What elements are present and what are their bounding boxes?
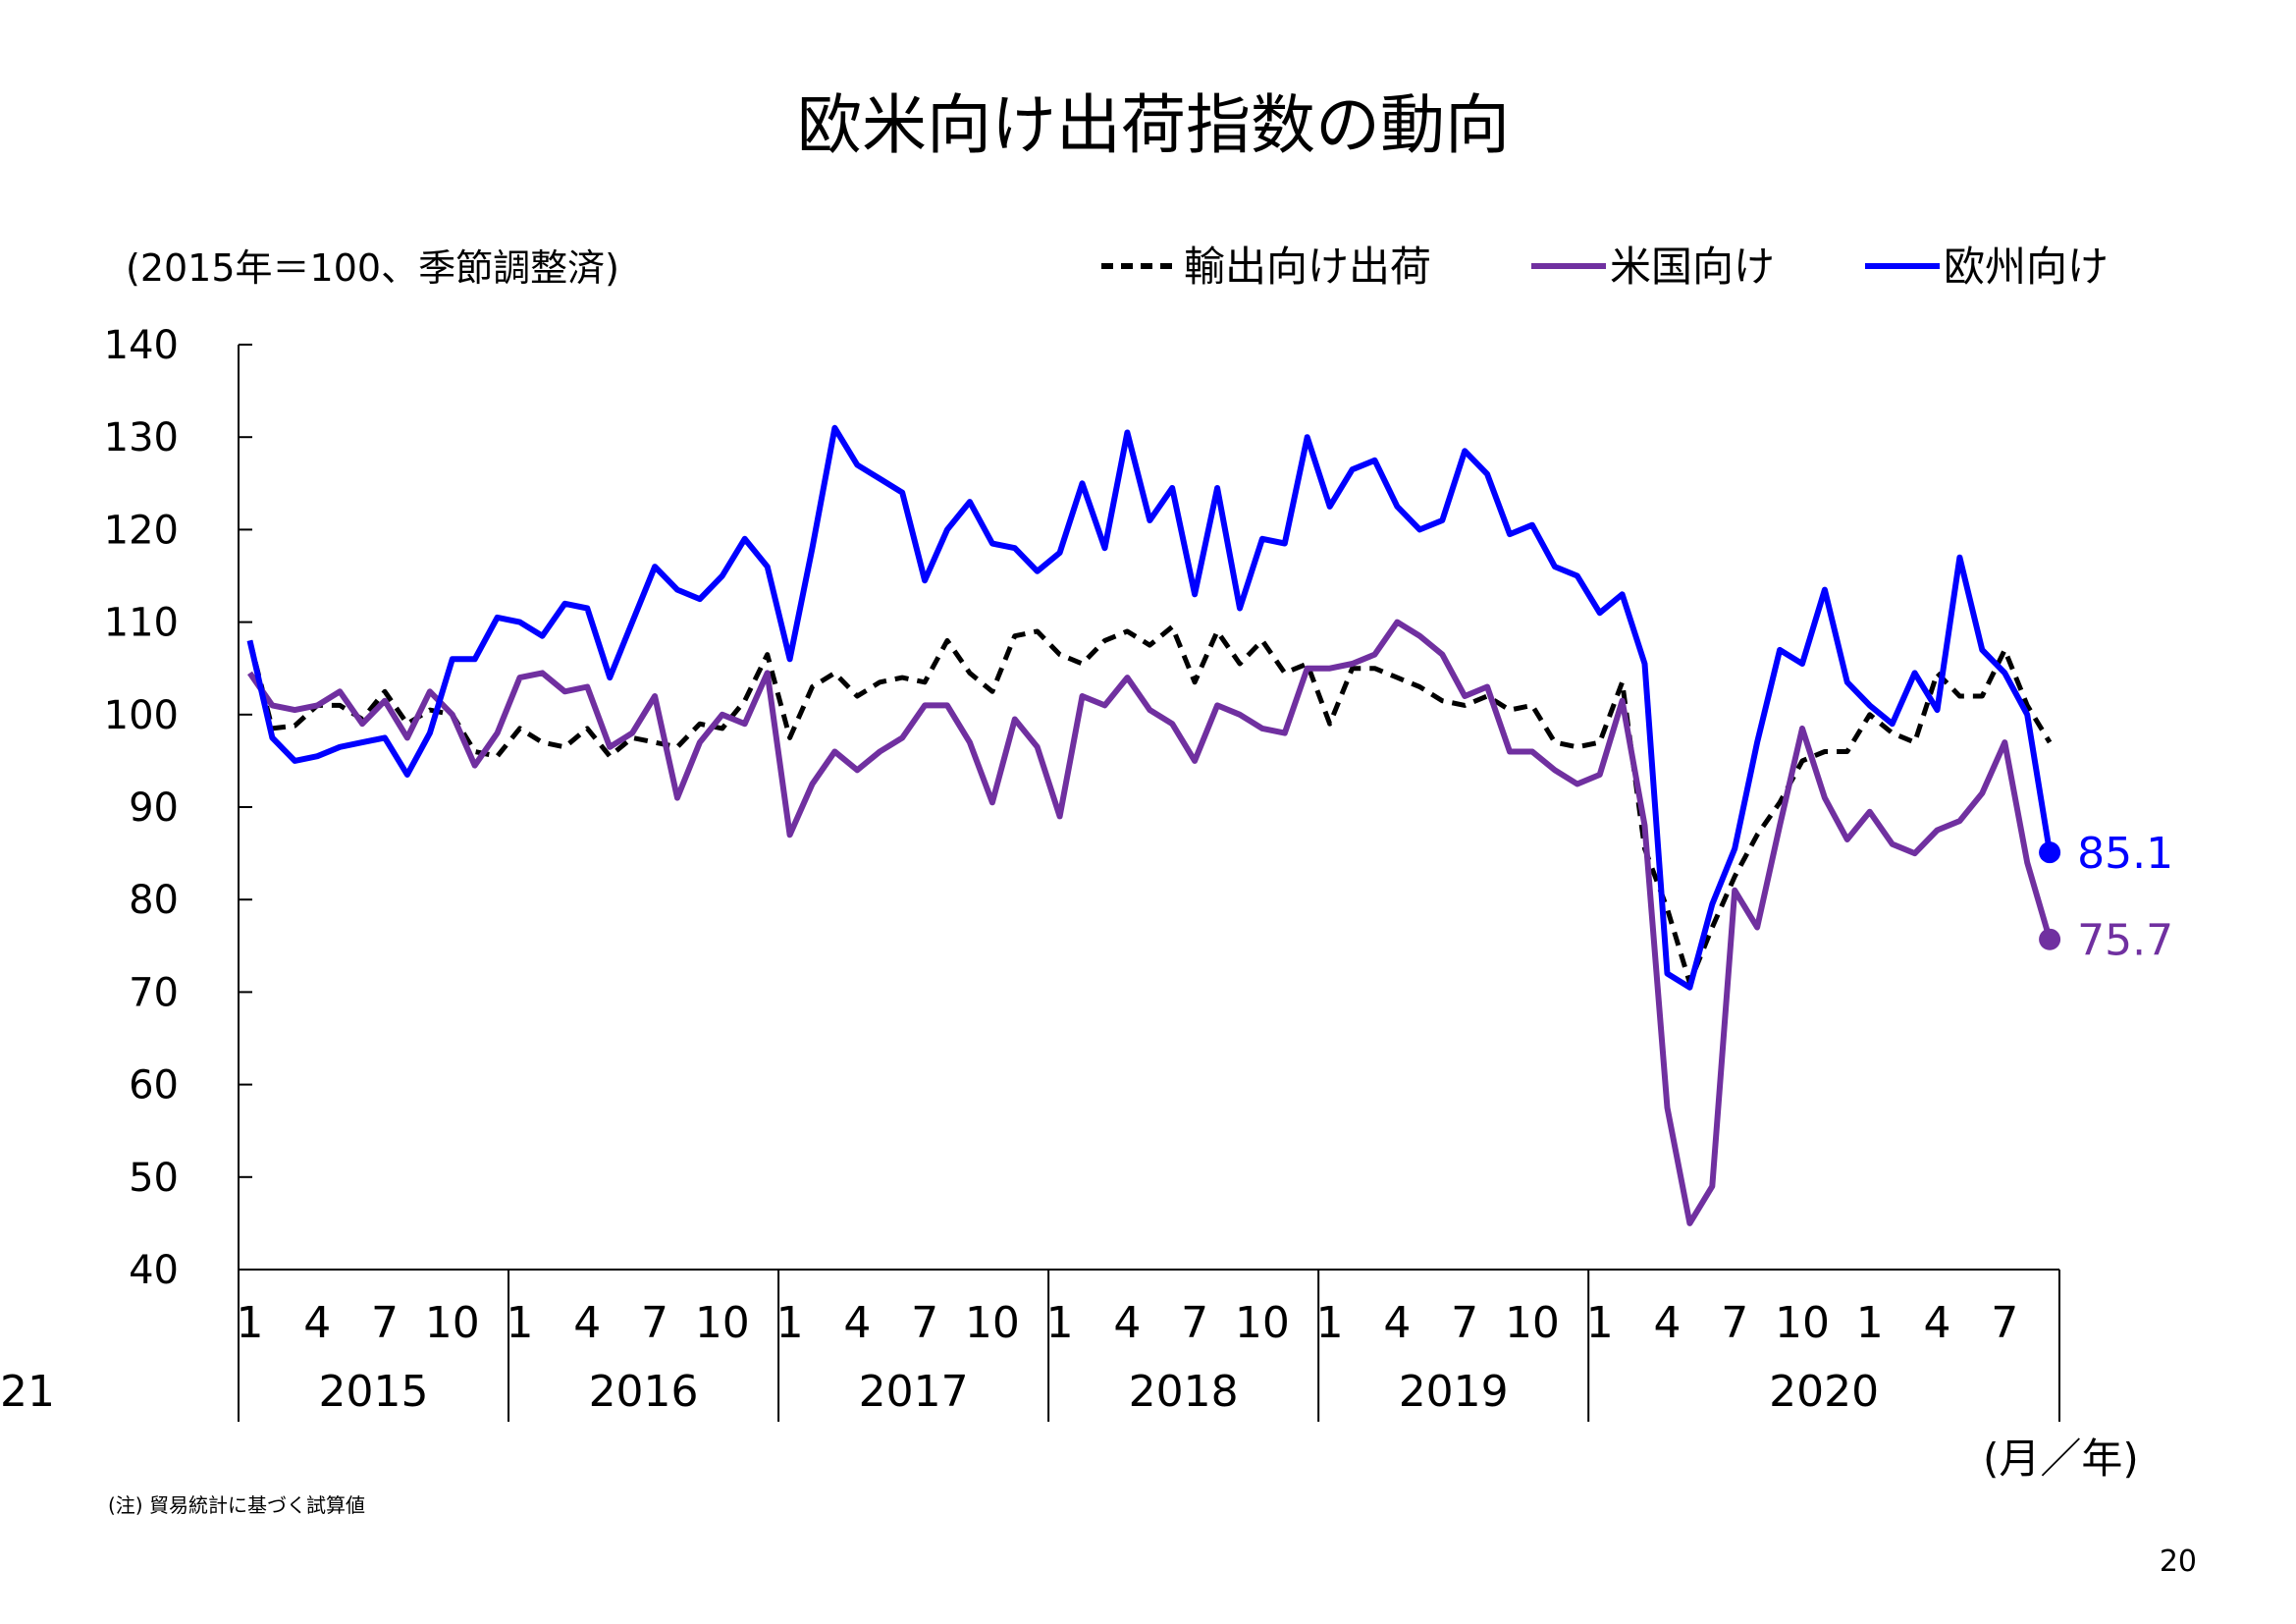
x-month-label: 1 [1586,1298,1614,1348]
x-month-label: 1 [1856,1298,1884,1348]
x-month-label: 4 [843,1298,871,1348]
series-layer [246,424,2054,1226]
x-month-label: 1 [507,1298,534,1348]
x-month-label: 10 [425,1298,480,1348]
legend-label-exports: 輸出向け出荷 [1184,243,1431,291]
x-year-label: 2020 [1769,1367,1879,1417]
x-month-label: 10 [1775,1298,1830,1348]
unit-label: (2015年＝100、季節調整済) [126,246,619,290]
x-year-label: 2019 [1399,1367,1509,1417]
x-month-label: 1 [1316,1298,1344,1348]
end-point-marker [2039,928,2061,950]
x-month-label: 4 [1383,1298,1411,1348]
chart-title: 欧米向け出荷指数の動向 [797,87,1510,163]
x-year-label: 2021 [0,1367,55,1417]
y-tick-label: 110 [104,601,179,646]
x-month-label: 10 [965,1298,1020,1348]
x-month-label: 7 [641,1298,668,1348]
legend-label-us: 米国向け [1610,243,1775,291]
series-line-us [247,619,2053,1226]
x-month-label: 4 [1924,1298,1951,1348]
endpoint-layer: 85.1 75.7 [2039,829,2173,966]
y-tick-label: 80 [129,878,179,923]
x-month-label: 7 [1451,1298,1478,1348]
end-point-label: 85.1 [2077,829,2173,879]
x-month-label: 4 [1653,1298,1681,1348]
y-tick-label: 50 [129,1156,179,1201]
end-point-marker [2039,841,2061,864]
x-month-label: 1 [1046,1298,1074,1348]
x-month-label: 7 [1991,1298,2018,1348]
x-year-label: 2015 [319,1367,429,1417]
x-month-label: 10 [695,1298,750,1348]
x-year-label: 2018 [1129,1367,1239,1417]
x-month-label: 1 [237,1298,264,1348]
page-number: 20 [2160,1544,2197,1579]
end-point-label: 75.7 [2077,916,2173,966]
x-month-label: 1 [776,1298,804,1348]
legend-label-europe: 欧州向け [1944,243,2109,291]
series-line-exports [247,623,2053,986]
y-tick-label: 40 [129,1248,179,1293]
y-axis: 40 50 60 70 80 90 100 110 120 130 140 [104,323,252,1293]
y-tick-label: 140 [104,323,179,368]
x-unit-label: (月／年) [1983,1435,2139,1483]
x-month-label: 7 [1181,1298,1208,1348]
y-tick-label: 130 [104,415,179,460]
footnote: (注) 貿易統計に基づく試算値 [108,1493,365,1517]
x-year-label: 2017 [859,1367,969,1417]
y-tick-label: 120 [104,508,179,553]
x-month-label: 4 [573,1298,601,1348]
x-month-label: 4 [1113,1298,1141,1348]
x-month-label: 4 [303,1298,331,1348]
y-tick-label: 70 [129,970,179,1015]
y-tick-label: 90 [129,785,179,831]
x-month-label: 7 [1721,1298,1748,1348]
x-month-label: 10 [1235,1298,1290,1348]
x-month-label: 7 [371,1298,399,1348]
legend: 輸出向け出荷 米国向け 欧州向け [1101,243,2109,291]
x-year-label: 2016 [589,1367,699,1417]
y-tick-label: 60 [129,1063,179,1109]
series-line-europe [246,424,2054,991]
y-tick-label: 100 [104,693,179,738]
x-month-label: 10 [1505,1298,1560,1348]
x-month-label: 7 [911,1298,938,1348]
